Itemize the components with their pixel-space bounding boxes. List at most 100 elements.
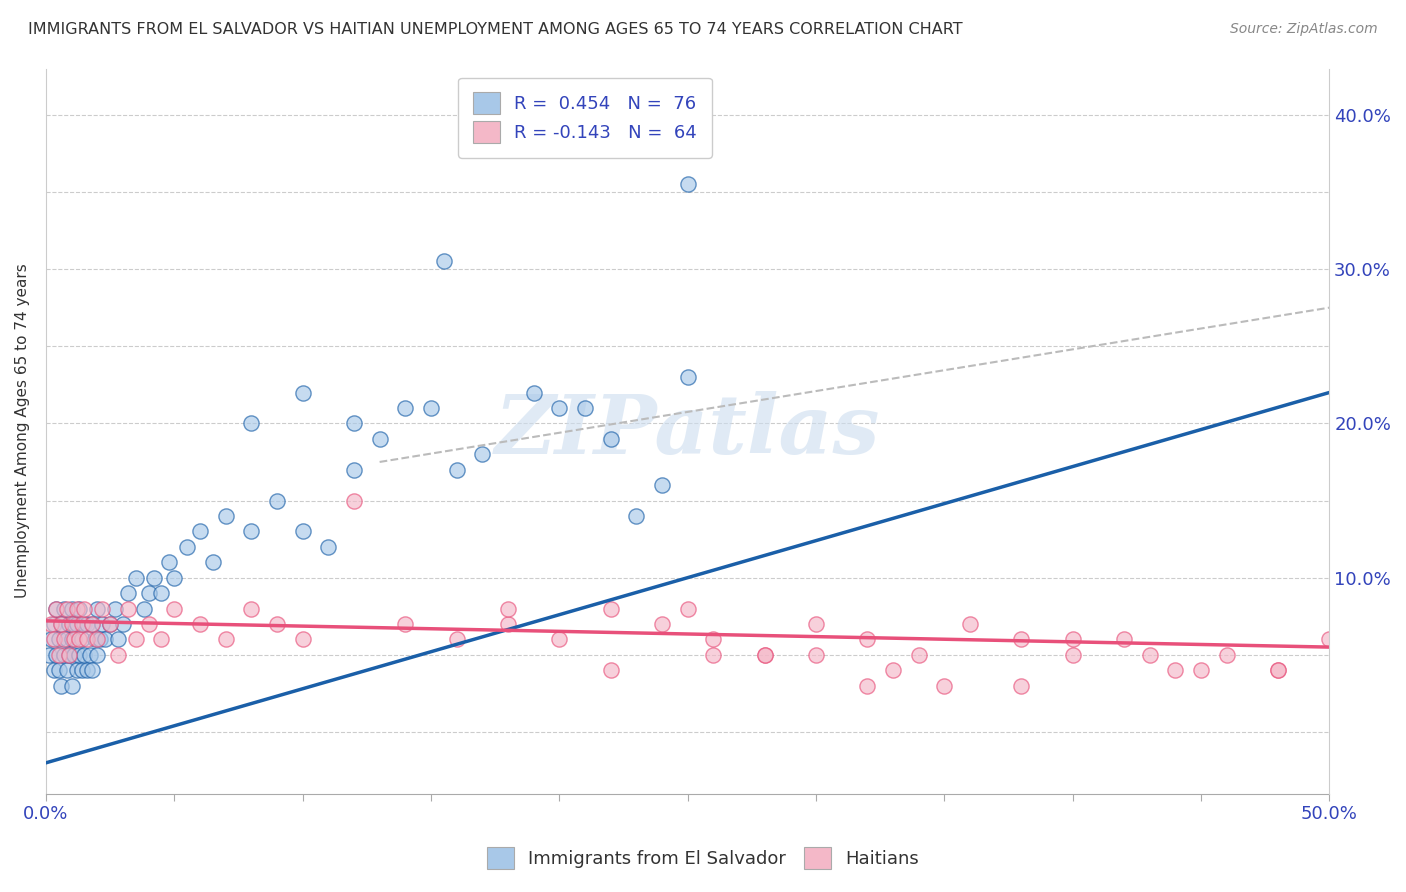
Point xyxy=(66,663,89,677)
Point xyxy=(70,632,93,647)
Point xyxy=(60,632,83,647)
Point xyxy=(58,648,80,662)
Point xyxy=(73,617,96,632)
Point xyxy=(882,663,904,677)
Point xyxy=(240,417,263,431)
Point xyxy=(70,663,93,677)
Point xyxy=(91,601,114,615)
Point xyxy=(240,524,263,539)
Point xyxy=(1010,679,1032,693)
Point xyxy=(702,632,724,647)
Point xyxy=(599,432,621,446)
Point xyxy=(48,663,70,677)
Point xyxy=(1164,663,1187,677)
Point xyxy=(266,493,288,508)
Point xyxy=(651,617,673,632)
Point xyxy=(626,508,648,523)
Point xyxy=(67,632,90,647)
Point xyxy=(523,385,546,400)
Point xyxy=(79,648,101,662)
Point xyxy=(702,648,724,662)
Point xyxy=(368,432,391,446)
Point xyxy=(599,601,621,615)
Point xyxy=(60,617,83,632)
Point xyxy=(804,648,827,662)
Point xyxy=(107,632,129,647)
Point xyxy=(45,648,67,662)
Point xyxy=(125,571,148,585)
Point xyxy=(934,679,956,693)
Point xyxy=(52,601,75,615)
Legend: R =  0.454   N =  76, R = -0.143   N =  64: R = 0.454 N = 76, R = -0.143 N = 64 xyxy=(458,78,711,158)
Point xyxy=(291,385,314,400)
Point xyxy=(39,632,62,647)
Point xyxy=(316,540,339,554)
Point xyxy=(548,632,571,647)
Point xyxy=(548,401,571,415)
Point xyxy=(45,601,67,615)
Point xyxy=(91,617,114,632)
Point xyxy=(66,617,89,632)
Point xyxy=(188,524,211,539)
Point xyxy=(804,617,827,632)
Point xyxy=(446,463,468,477)
Text: Source: ZipAtlas.com: Source: ZipAtlas.com xyxy=(1230,22,1378,37)
Point xyxy=(48,648,70,662)
Point xyxy=(138,617,160,632)
Point xyxy=(1317,632,1340,647)
Legend: Immigrants from El Salvador, Haitians: Immigrants from El Salvador, Haitians xyxy=(478,838,928,879)
Point xyxy=(76,617,98,632)
Point xyxy=(496,601,519,615)
Point xyxy=(83,632,105,647)
Point xyxy=(52,648,75,662)
Point xyxy=(51,617,73,632)
Point xyxy=(104,601,127,615)
Point xyxy=(1112,632,1135,647)
Point xyxy=(676,601,699,615)
Point xyxy=(76,663,98,677)
Point xyxy=(51,617,73,632)
Point xyxy=(1010,632,1032,647)
Point xyxy=(60,601,83,615)
Point xyxy=(63,617,86,632)
Point xyxy=(138,586,160,600)
Point xyxy=(45,601,67,615)
Point xyxy=(676,370,699,384)
Point xyxy=(63,648,86,662)
Point xyxy=(55,663,77,677)
Point xyxy=(48,632,70,647)
Point xyxy=(1062,648,1084,662)
Point xyxy=(58,648,80,662)
Text: ZIPatlas: ZIPatlas xyxy=(495,391,880,471)
Point xyxy=(98,617,121,632)
Point xyxy=(67,648,90,662)
Point xyxy=(1189,663,1212,677)
Point xyxy=(1267,663,1289,677)
Point xyxy=(1267,663,1289,677)
Point xyxy=(1139,648,1161,662)
Point xyxy=(39,617,62,632)
Point xyxy=(94,632,117,647)
Point xyxy=(107,648,129,662)
Point xyxy=(676,178,699,192)
Point xyxy=(86,601,108,615)
Point xyxy=(142,571,165,585)
Point xyxy=(754,648,776,662)
Point xyxy=(38,648,60,662)
Point xyxy=(89,632,111,647)
Point xyxy=(117,586,139,600)
Point xyxy=(117,601,139,615)
Point xyxy=(201,555,224,569)
Point xyxy=(98,617,121,632)
Point xyxy=(58,617,80,632)
Point xyxy=(150,586,173,600)
Point xyxy=(51,679,73,693)
Point xyxy=(959,617,981,632)
Point xyxy=(82,617,104,632)
Point xyxy=(1215,648,1237,662)
Point xyxy=(343,417,366,431)
Point xyxy=(214,632,236,647)
Point xyxy=(291,632,314,647)
Point xyxy=(188,617,211,632)
Point xyxy=(394,401,416,415)
